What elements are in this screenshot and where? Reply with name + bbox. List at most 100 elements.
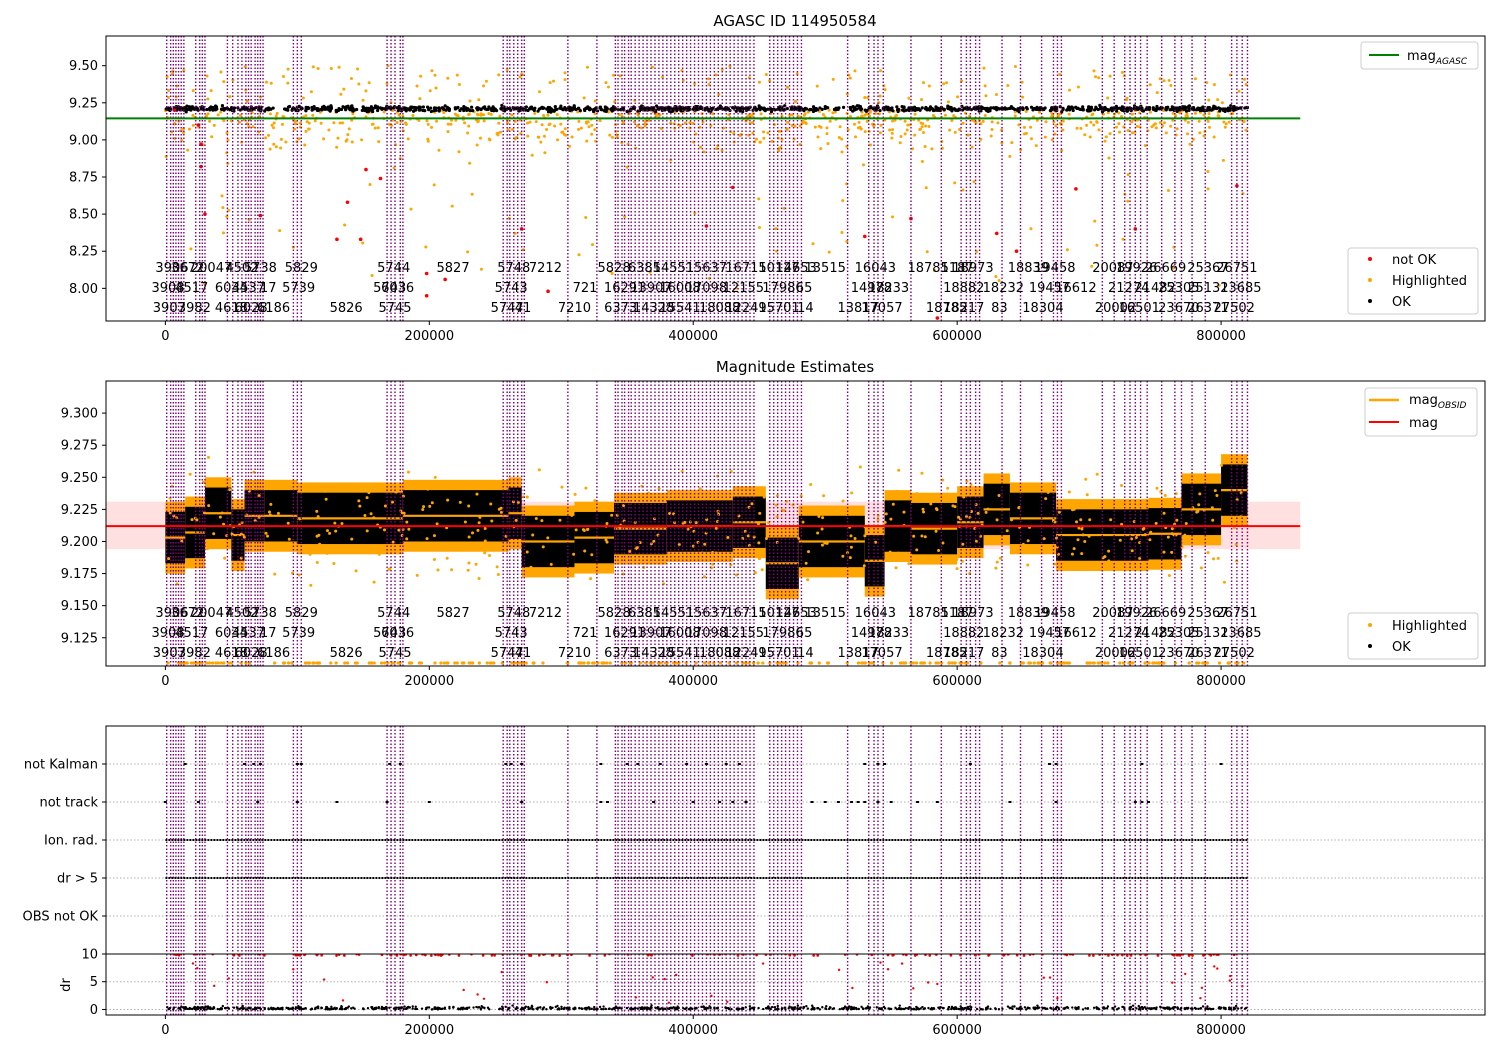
- highlighted-point: [290, 661, 294, 665]
- highlighted-point: [1215, 473, 1219, 477]
- dr-ok-point: [610, 1008, 614, 1011]
- ok-point: [475, 106, 479, 110]
- legend-panel2[interactable]: Highlighted OK: [1347, 612, 1479, 660]
- highlighted-point: [187, 127, 191, 131]
- obsid-label: 16715: [725, 606, 766, 621]
- not-track-point: [718, 801, 722, 803]
- highlighted-point: [1161, 124, 1165, 128]
- highlighted-point: [1126, 128, 1130, 132]
- dr-high-point: [232, 954, 236, 957]
- dr-high-point: [389, 954, 393, 957]
- highlighted-point: [510, 128, 514, 132]
- ok-point: [1079, 107, 1083, 112]
- dr-ok-point: [860, 1005, 863, 1008]
- highlighted-point: [918, 127, 922, 131]
- obsid-label: 5829: [285, 606, 318, 621]
- highlighted-point: [191, 113, 195, 117]
- obsid-label: 18233: [868, 281, 909, 296]
- dr-ok-point: [921, 1005, 924, 1009]
- obsid-label: 6385: [628, 606, 661, 621]
- obsid-label: 27502: [1214, 646, 1255, 661]
- not-ok-point: [862, 234, 867, 239]
- highlighted-point: [345, 661, 350, 665]
- dr-ok-point: [608, 1007, 611, 1010]
- highlighted-point: [1093, 219, 1097, 223]
- obsid-label: 17098: [686, 281, 727, 296]
- highlighted-point: [539, 140, 543, 144]
- highlighted-point: [495, 565, 499, 569]
- ok-point: [489, 107, 494, 111]
- highlighted-point: [368, 182, 372, 186]
- dr-ok-point: [461, 1008, 464, 1011]
- dr-high-point: [493, 954, 496, 957]
- ok-point: [285, 107, 289, 112]
- highlighted-point: [264, 80, 268, 84]
- highlighted-point: [318, 110, 322, 114]
- highlighted-point: [203, 282, 207, 286]
- dr-ok-point: [239, 1007, 242, 1010]
- highlighted-point: [894, 566, 898, 570]
- highlighted-point: [586, 120, 590, 124]
- ok-point: [857, 104, 861, 108]
- highlighted-point: [513, 231, 517, 235]
- dr-mid-point: [1228, 974, 1232, 978]
- legend-marker-ok: [1368, 299, 1372, 303]
- dr-ok-point: [1179, 1008, 1182, 1011]
- obsid-label: 16612: [1055, 281, 1096, 296]
- legend-mag-agasc[interactable]: magAGASC: [1360, 41, 1479, 70]
- ok-point: [600, 108, 604, 112]
- dr-ok-point: [716, 1007, 719, 1010]
- panel4-xtick-label: 800000: [1196, 1023, 1246, 1038]
- dr-ok-point: [846, 1007, 850, 1011]
- highlighted-point: [372, 580, 376, 584]
- dr-ok-point: [776, 1004, 779, 1008]
- highlighted-point: [418, 97, 422, 101]
- ok-point: [470, 105, 474, 109]
- highlighted-point: [419, 661, 423, 665]
- obsid-label: 15637: [686, 606, 727, 621]
- dr-ok-point: [1171, 1006, 1175, 1010]
- ok-point: [524, 105, 528, 109]
- highlighted-point: [1212, 83, 1216, 87]
- ok-point: [989, 106, 993, 110]
- ok-point: [1151, 106, 1155, 110]
- highlighted-point: [479, 267, 483, 271]
- highlighted-point: [1227, 661, 1232, 665]
- dr-ok-point: [320, 1006, 323, 1009]
- highlighted-point: [997, 493, 1001, 497]
- not-kalman-point: [737, 763, 741, 765]
- highlighted-point: [1169, 124, 1173, 128]
- dr-ok-point: [184, 1006, 188, 1009]
- obsid-label: 12155: [723, 281, 764, 296]
- highlighted-point: [432, 183, 436, 187]
- highlighted-point: [430, 69, 434, 73]
- dr-ok-point: [1147, 1007, 1150, 1010]
- highlighted-point: [888, 128, 892, 132]
- highlighted-point: [482, 84, 486, 88]
- highlighted-point: [357, 82, 361, 86]
- ok-point: [232, 106, 237, 110]
- obsid-label: 25367: [1187, 606, 1228, 621]
- highlighted-point: [228, 488, 232, 492]
- legend-mag-lines[interactable]: magOBSID mag: [1364, 387, 1478, 437]
- obsid-label: 15541: [659, 646, 700, 661]
- obsid-label: 25367: [1187, 261, 1228, 276]
- ok-point: [632, 106, 636, 111]
- highlighted-point: [357, 499, 361, 503]
- legend-label-highlighted: Highlighted: [1392, 274, 1467, 289]
- highlighted-point: [270, 123, 274, 127]
- highlighted-point: [1095, 120, 1099, 124]
- dr-ok-point: [567, 1007, 570, 1011]
- ok-point: [487, 105, 491, 109]
- dr-ok-point: [241, 1007, 245, 1011]
- dr-ok-point: [596, 1007, 599, 1011]
- legend-panel1[interactable]: not OK Highlighted OK: [1347, 247, 1479, 315]
- highlighted-point: [1076, 538, 1080, 542]
- not-track-point: [1054, 801, 1058, 803]
- highlighted-point: [445, 556, 449, 560]
- highlighted-point: [315, 661, 319, 665]
- panel2-frame: [105, 380, 1486, 667]
- highlighted-point: [425, 537, 429, 541]
- ok-point: [911, 108, 915, 112]
- highlighted-point: [958, 127, 962, 131]
